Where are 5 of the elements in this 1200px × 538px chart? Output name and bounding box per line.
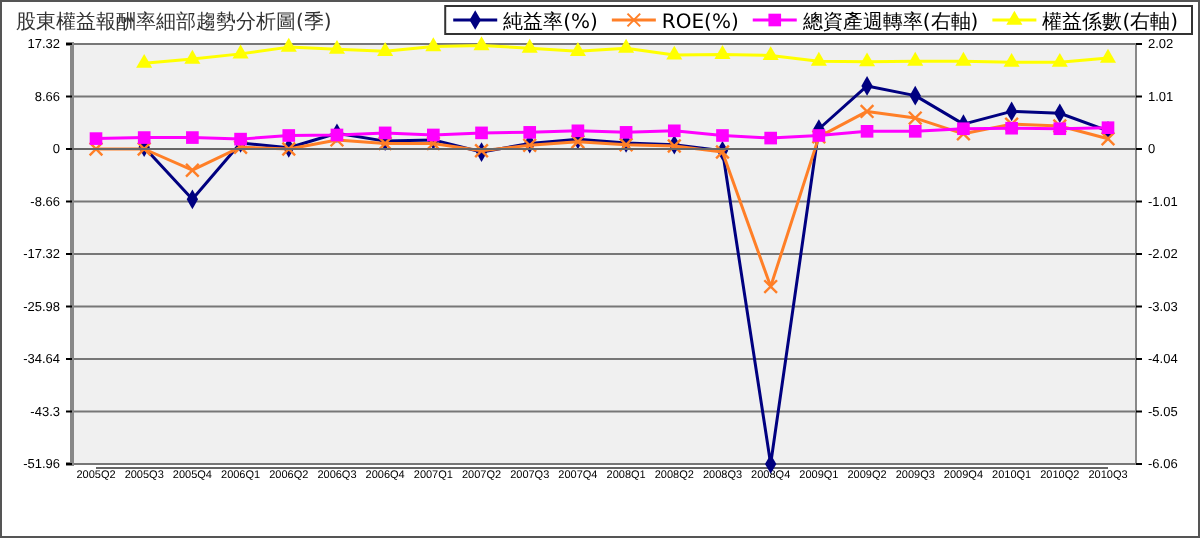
legend-label: ROE(%)	[661, 12, 739, 34]
chart-title: 股東權益報酬率細部趨勢分析圖(季)	[16, 10, 332, 34]
legend-label: 總資產週轉率(右軸)	[800, 10, 979, 34]
legend-label: 純益率(%)	[503, 10, 599, 34]
legend-label: 權益係數(右軸)	[1042, 10, 1179, 34]
